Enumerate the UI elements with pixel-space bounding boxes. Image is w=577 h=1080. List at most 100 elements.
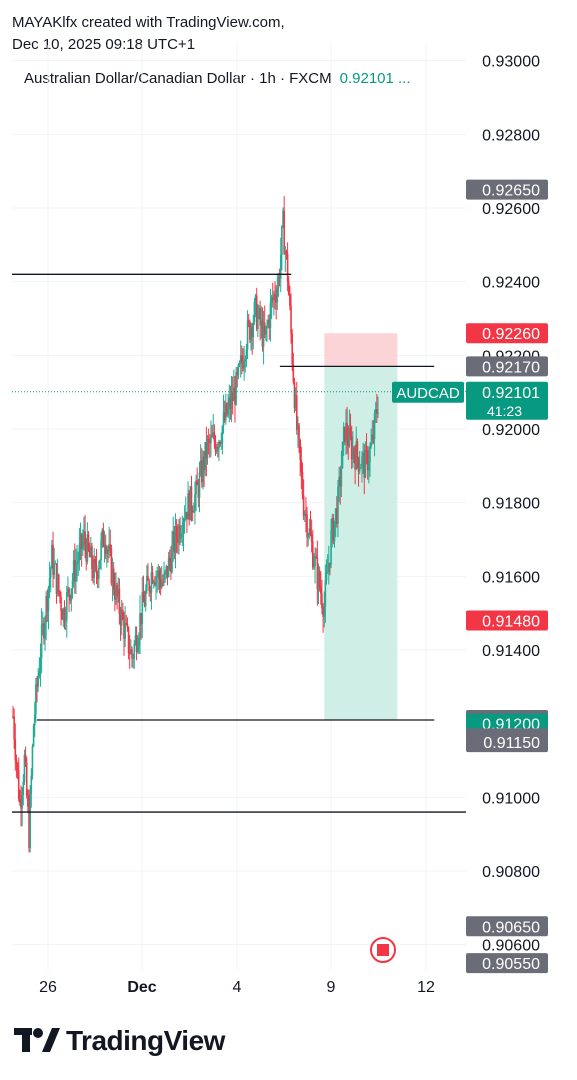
candle-body[interactable] bbox=[154, 582, 156, 585]
candle-body[interactable] bbox=[101, 529, 104, 541]
candle-body[interactable] bbox=[273, 294, 275, 300]
candle-body[interactable] bbox=[180, 534, 182, 539]
candle-body[interactable] bbox=[109, 544, 112, 549]
candle-body[interactable] bbox=[369, 446, 371, 463]
candle-body[interactable] bbox=[366, 450, 369, 471]
candle-body[interactable] bbox=[178, 525, 180, 544]
candle-body[interactable] bbox=[110, 548, 113, 584]
candle-body[interactable] bbox=[30, 775, 33, 794]
candle-body[interactable] bbox=[126, 623, 129, 628]
candle-body[interactable] bbox=[349, 427, 352, 437]
candle-body[interactable] bbox=[207, 438, 210, 440]
candle-body[interactable] bbox=[117, 588, 120, 597]
candle-body[interactable] bbox=[323, 606, 326, 617]
candle-body[interactable] bbox=[196, 480, 199, 486]
candle-body[interactable] bbox=[102, 529, 105, 547]
candlestick-chart[interactable]: 0.930000.928000.926000.924000.922000.920… bbox=[0, 0, 577, 1010]
candle-body[interactable] bbox=[311, 541, 314, 568]
candle-body[interactable] bbox=[69, 595, 72, 601]
candle-body[interactable] bbox=[338, 476, 340, 487]
candle-body[interactable] bbox=[94, 559, 97, 566]
candle-body[interactable] bbox=[239, 355, 242, 363]
candle-body[interactable] bbox=[106, 549, 108, 555]
candle-body[interactable] bbox=[206, 438, 209, 459]
candle-body[interactable] bbox=[43, 623, 45, 639]
candle-body[interactable] bbox=[79, 534, 82, 545]
candle-body[interactable] bbox=[78, 544, 81, 561]
candle-body[interactable] bbox=[59, 591, 61, 597]
candle-body[interactable] bbox=[76, 562, 78, 566]
candle-body[interactable] bbox=[339, 476, 342, 487]
candle-body[interactable] bbox=[307, 535, 310, 538]
candle-body[interactable] bbox=[157, 570, 160, 577]
candle-body[interactable] bbox=[54, 563, 57, 565]
candle-body[interactable] bbox=[176, 538, 179, 544]
candle-body[interactable] bbox=[266, 325, 268, 327]
candle-body[interactable] bbox=[290, 305, 292, 334]
candle-body[interactable] bbox=[234, 387, 236, 405]
price-label-badge[interactable] bbox=[466, 323, 548, 344]
candle-body[interactable] bbox=[308, 528, 311, 536]
candle-body[interactable] bbox=[27, 795, 29, 807]
candle-body[interactable] bbox=[345, 423, 347, 443]
candle-body[interactable] bbox=[212, 432, 215, 437]
candle-body[interactable] bbox=[215, 447, 218, 452]
candle-body[interactable] bbox=[213, 432, 216, 442]
candle-body[interactable] bbox=[373, 413, 376, 440]
candle-body[interactable] bbox=[222, 412, 225, 427]
candle-body[interactable] bbox=[28, 806, 30, 849]
candle-body[interactable] bbox=[294, 395, 297, 408]
candle-body[interactable] bbox=[103, 544, 106, 547]
price-label-badge[interactable] bbox=[466, 916, 548, 937]
symbol-tag-badge[interactable] bbox=[392, 381, 464, 403]
candle-body[interactable] bbox=[17, 770, 20, 799]
candle-body[interactable] bbox=[194, 494, 196, 512]
candle-body[interactable] bbox=[257, 315, 259, 330]
candle-body[interactable] bbox=[258, 308, 260, 316]
candle-body[interactable] bbox=[364, 449, 367, 478]
candle-body[interactable] bbox=[310, 534, 313, 542]
candle-body[interactable] bbox=[377, 412, 379, 414]
candle-body[interactable] bbox=[188, 493, 191, 521]
candle-body[interactable] bbox=[141, 592, 144, 625]
candle-body[interactable] bbox=[268, 319, 271, 328]
candle-body[interactable] bbox=[324, 580, 327, 607]
candle-body[interactable] bbox=[281, 225, 283, 256]
candle-body[interactable] bbox=[158, 570, 161, 579]
candle-body[interactable] bbox=[205, 442, 208, 459]
candle-body[interactable] bbox=[370, 442, 372, 447]
candle-body[interactable] bbox=[230, 392, 233, 409]
candle-body[interactable] bbox=[96, 573, 99, 580]
candle-body[interactable] bbox=[317, 570, 320, 590]
candle-body[interactable] bbox=[92, 568, 94, 578]
candle-body[interactable] bbox=[114, 589, 116, 600]
candle-body[interactable] bbox=[189, 486, 192, 521]
candle-body[interactable] bbox=[47, 587, 50, 612]
candle-body[interactable] bbox=[276, 288, 279, 303]
candle-body[interactable] bbox=[190, 486, 193, 511]
candle-body[interactable] bbox=[53, 563, 55, 575]
candle-body[interactable] bbox=[83, 531, 85, 542]
candle-body[interactable] bbox=[274, 294, 276, 300]
candle-body[interactable] bbox=[14, 739, 17, 760]
candle-body[interactable] bbox=[68, 588, 70, 596]
candle-body[interactable] bbox=[51, 544, 53, 569]
candle-body[interactable] bbox=[159, 578, 162, 588]
take-profit-zone[interactable] bbox=[324, 366, 398, 720]
candle-body[interactable] bbox=[361, 456, 363, 468]
candle-body[interactable] bbox=[291, 333, 293, 365]
candle-body[interactable] bbox=[362, 453, 364, 457]
candle-body[interactable] bbox=[253, 301, 256, 323]
candle-body[interactable] bbox=[187, 493, 189, 520]
candle-body[interactable] bbox=[277, 277, 280, 289]
candle-body[interactable] bbox=[305, 513, 307, 515]
candle-body[interactable] bbox=[353, 447, 355, 456]
candle-body[interactable] bbox=[175, 526, 178, 539]
candle-body[interactable] bbox=[63, 609, 66, 622]
candle-body[interactable] bbox=[309, 528, 312, 535]
candle-body[interactable] bbox=[112, 568, 115, 590]
candle-body[interactable] bbox=[337, 486, 339, 524]
candle-body[interactable] bbox=[210, 435, 212, 444]
candle-body[interactable] bbox=[223, 412, 226, 421]
candle-body[interactable] bbox=[217, 447, 219, 449]
